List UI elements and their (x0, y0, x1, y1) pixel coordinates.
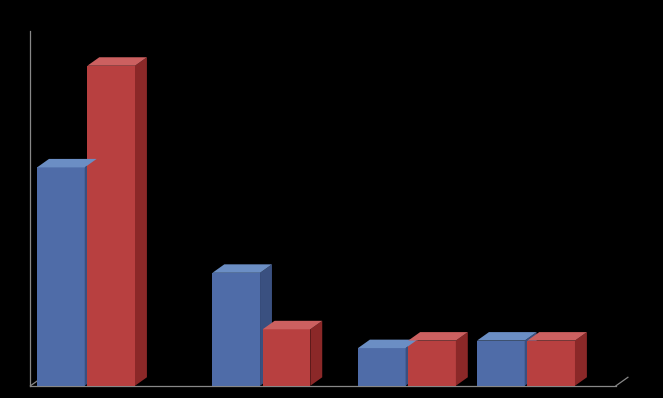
Polygon shape (408, 341, 456, 386)
Polygon shape (477, 341, 524, 386)
Polygon shape (263, 329, 310, 386)
Polygon shape (524, 332, 536, 386)
Polygon shape (358, 339, 418, 348)
Polygon shape (85, 159, 97, 386)
Polygon shape (88, 57, 147, 66)
Polygon shape (575, 332, 587, 386)
Polygon shape (477, 332, 536, 341)
Polygon shape (527, 332, 587, 341)
Polygon shape (37, 159, 97, 168)
Polygon shape (408, 332, 468, 341)
Polygon shape (527, 341, 575, 386)
Polygon shape (260, 264, 272, 386)
Polygon shape (212, 264, 272, 273)
Polygon shape (263, 321, 322, 329)
Polygon shape (456, 332, 468, 386)
Polygon shape (88, 66, 135, 386)
Polygon shape (310, 321, 322, 386)
Polygon shape (406, 339, 418, 386)
Polygon shape (37, 168, 85, 386)
Polygon shape (212, 273, 260, 386)
Polygon shape (135, 57, 147, 386)
Polygon shape (358, 348, 406, 386)
